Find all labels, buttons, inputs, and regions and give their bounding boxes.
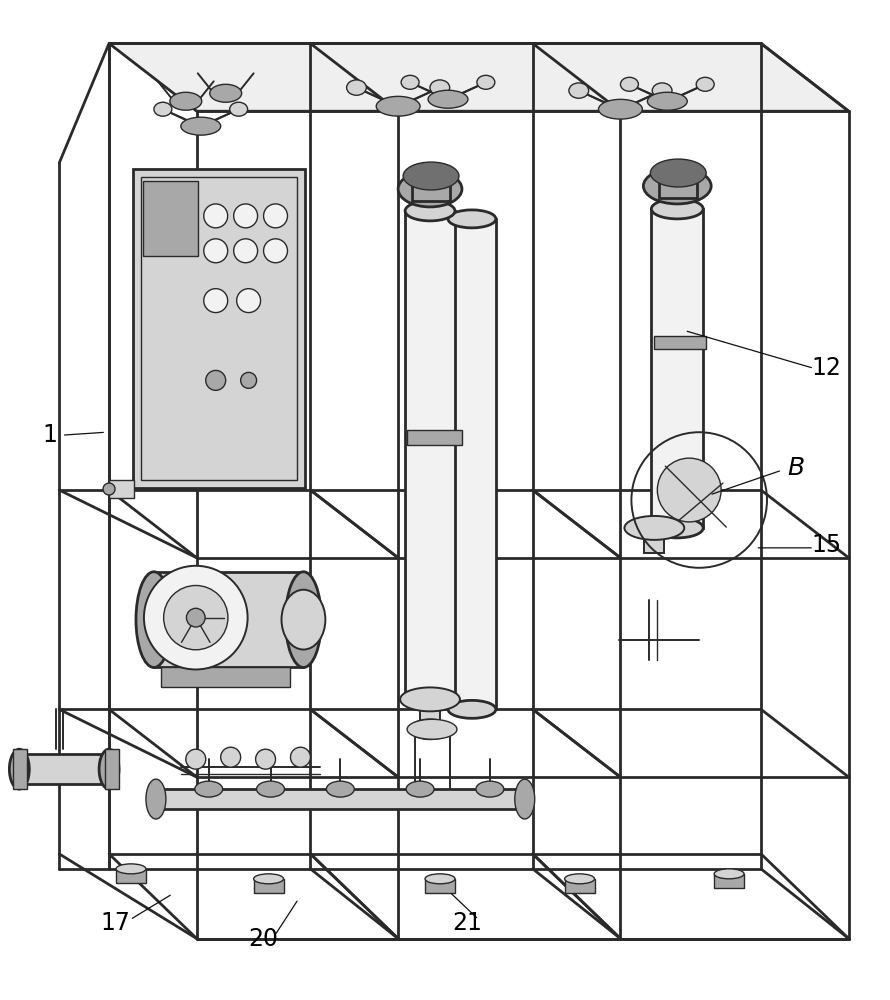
Circle shape — [144, 566, 247, 669]
Bar — [407, 430, 462, 445]
Bar — [156, 789, 525, 809]
Ellipse shape — [286, 572, 321, 667]
Ellipse shape — [714, 869, 744, 879]
Ellipse shape — [154, 102, 172, 116]
Polygon shape — [109, 43, 849, 111]
Bar — [448, 219, 496, 709]
Text: 17: 17 — [100, 911, 130, 935]
Ellipse shape — [647, 92, 687, 110]
Ellipse shape — [410, 719, 450, 739]
Ellipse shape — [428, 90, 468, 108]
Text: 21: 21 — [452, 911, 482, 935]
Ellipse shape — [430, 80, 449, 95]
Ellipse shape — [376, 96, 420, 116]
Bar — [105, 749, 119, 789]
Circle shape — [234, 239, 257, 263]
Circle shape — [186, 749, 206, 769]
Bar — [644, 528, 664, 553]
Ellipse shape — [400, 687, 460, 711]
Circle shape — [204, 289, 228, 313]
Ellipse shape — [651, 518, 703, 538]
Ellipse shape — [136, 572, 172, 667]
Ellipse shape — [398, 171, 462, 207]
Ellipse shape — [146, 779, 166, 819]
Ellipse shape — [116, 864, 146, 874]
Ellipse shape — [195, 781, 222, 797]
Bar — [13, 749, 28, 789]
Circle shape — [240, 372, 256, 388]
Ellipse shape — [405, 689, 455, 709]
Text: 20: 20 — [248, 927, 278, 951]
Ellipse shape — [569, 83, 588, 98]
Bar — [109, 480, 134, 498]
Ellipse shape — [448, 700, 496, 718]
Ellipse shape — [625, 516, 684, 540]
Circle shape — [204, 204, 228, 228]
Circle shape — [221, 747, 240, 767]
Ellipse shape — [651, 159, 706, 187]
Circle shape — [263, 239, 287, 263]
Ellipse shape — [210, 84, 242, 102]
Ellipse shape — [514, 779, 535, 819]
Bar — [651, 209, 703, 528]
Ellipse shape — [170, 92, 202, 110]
Ellipse shape — [406, 781, 434, 797]
Ellipse shape — [403, 162, 459, 190]
Ellipse shape — [564, 874, 595, 884]
Circle shape — [164, 585, 228, 650]
Ellipse shape — [10, 749, 29, 789]
Bar — [564, 879, 595, 893]
Bar — [20, 754, 109, 784]
Bar — [659, 173, 697, 198]
Bar — [143, 181, 198, 256]
Bar — [405, 211, 455, 699]
Ellipse shape — [425, 874, 455, 884]
Bar — [116, 869, 146, 883]
Circle shape — [255, 749, 276, 769]
Ellipse shape — [598, 99, 643, 119]
Bar — [154, 572, 303, 667]
Circle shape — [186, 608, 205, 627]
Ellipse shape — [658, 458, 721, 522]
Ellipse shape — [477, 75, 495, 89]
Text: B: B — [787, 456, 804, 480]
Ellipse shape — [256, 781, 285, 797]
Bar — [254, 879, 284, 893]
Bar — [412, 176, 450, 201]
Bar — [654, 336, 706, 349]
Bar — [714, 874, 744, 888]
Circle shape — [204, 239, 228, 263]
Ellipse shape — [99, 749, 119, 789]
Circle shape — [237, 289, 261, 313]
Circle shape — [263, 204, 287, 228]
Ellipse shape — [643, 168, 711, 204]
Ellipse shape — [401, 75, 419, 89]
Ellipse shape — [181, 117, 221, 135]
Circle shape — [234, 204, 257, 228]
Circle shape — [290, 747, 311, 767]
Ellipse shape — [346, 80, 367, 95]
Ellipse shape — [281, 590, 326, 650]
Bar — [425, 879, 455, 893]
Ellipse shape — [327, 781, 354, 797]
Ellipse shape — [652, 83, 672, 98]
Text: 12: 12 — [812, 356, 841, 380]
Polygon shape — [133, 169, 305, 488]
Ellipse shape — [405, 201, 455, 221]
Ellipse shape — [407, 719, 457, 739]
Text: 1: 1 — [43, 423, 58, 447]
Ellipse shape — [651, 199, 703, 219]
Circle shape — [103, 483, 115, 495]
Ellipse shape — [696, 77, 714, 91]
Ellipse shape — [448, 210, 496, 228]
Ellipse shape — [476, 781, 504, 797]
Bar — [420, 699, 440, 729]
Ellipse shape — [254, 874, 284, 884]
Bar — [161, 667, 290, 687]
Ellipse shape — [620, 77, 638, 91]
Ellipse shape — [230, 102, 247, 116]
Circle shape — [206, 370, 226, 390]
Text: 15: 15 — [812, 533, 842, 557]
